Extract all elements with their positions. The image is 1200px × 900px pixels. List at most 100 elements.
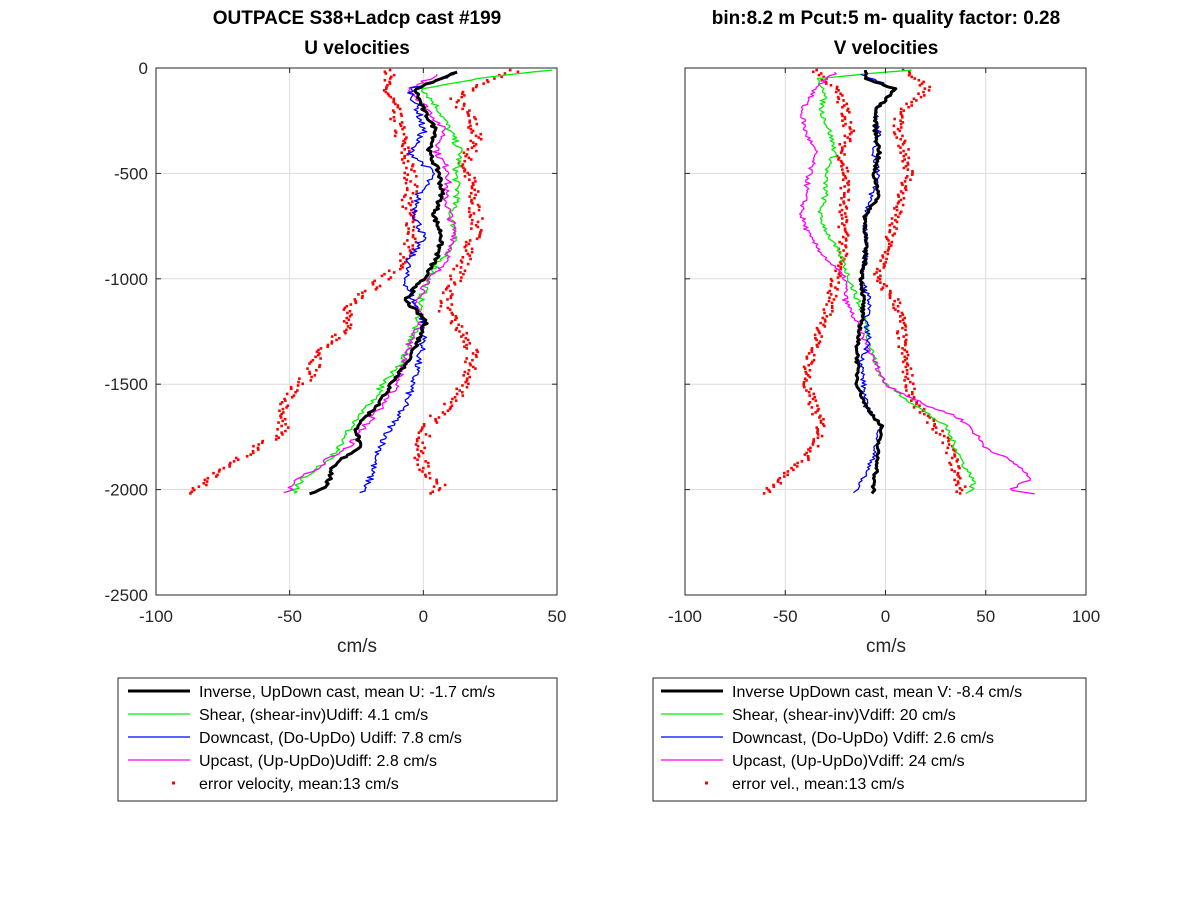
u-error-dot — [460, 335, 463, 338]
v-error-dot — [882, 282, 886, 286]
v-error-dot — [891, 234, 895, 237]
u-error-dot — [394, 131, 398, 134]
v-error-dot — [839, 92, 842, 96]
u-error-dot — [406, 173, 410, 176]
u-error-dot — [445, 286, 449, 289]
v-error-dot — [915, 99, 918, 102]
u-error-dot — [405, 223, 408, 227]
u-error-dot — [387, 269, 391, 273]
v-error-dot — [806, 454, 810, 458]
v-error-dot — [898, 129, 901, 133]
v-error-dot — [897, 195, 900, 198]
u-error-dot — [400, 158, 404, 161]
u-error-dot — [443, 483, 447, 487]
u-error-dot — [438, 487, 442, 490]
v-error-dot — [829, 313, 832, 316]
u-error-dot — [468, 375, 471, 379]
v-error-dot — [896, 202, 900, 205]
v-error-dot — [816, 409, 819, 413]
u-error-dot — [286, 404, 290, 408]
u-error-dot — [461, 384, 464, 387]
u-error-dot — [354, 301, 358, 305]
v-error-dot — [909, 367, 913, 370]
u-error-dot — [461, 394, 465, 397]
v-error-dot — [810, 350, 814, 354]
u-error-dot — [481, 217, 484, 220]
v-error-dot — [835, 85, 839, 89]
v-error-dot — [955, 460, 959, 463]
v-error-dot — [832, 298, 836, 301]
v-x-axis-label: cm/s — [866, 636, 906, 657]
v-error-dot — [811, 443, 815, 446]
u-error-dot — [400, 198, 404, 202]
u-error-dot — [278, 409, 281, 413]
u-error-dot — [396, 105, 400, 109]
u-error-dot — [330, 342, 334, 345]
v-error-dot — [809, 387, 813, 391]
v-error-dot — [923, 412, 926, 416]
v-error-dot — [816, 328, 820, 332]
v-error-dot — [816, 404, 819, 408]
v-error-dot — [953, 449, 957, 453]
u-error-dot — [462, 374, 465, 377]
u-error-dot — [392, 73, 396, 77]
u-error-dot — [308, 372, 312, 375]
v-error-dot — [899, 151, 902, 155]
v-error-dot — [834, 269, 837, 273]
u-error-dot — [478, 234, 481, 237]
v-error-dot — [848, 110, 851, 114]
v-error-dot — [912, 97, 916, 101]
v-error-dot — [900, 181, 904, 185]
v-error-dot — [904, 153, 908, 156]
v-error-dot — [816, 436, 820, 440]
v-error-dot — [899, 112, 903, 116]
v-error-dot — [812, 392, 816, 396]
u-error-dot — [464, 336, 468, 340]
v-error-dot — [911, 392, 914, 396]
u-error-dot — [283, 397, 286, 401]
u-error-dot — [405, 222, 408, 225]
v-error-dot — [810, 406, 814, 409]
u-error-dot — [475, 348, 478, 352]
u-error-dot — [479, 137, 483, 141]
u-inverse-profile-line — [309, 70, 458, 496]
v-error-dot — [899, 126, 903, 129]
v-error-dot — [904, 375, 907, 379]
v-error-dot — [903, 316, 906, 320]
u-error-dot — [348, 326, 352, 330]
v-error-dot — [890, 222, 894, 225]
u-error-dot — [383, 70, 387, 74]
v-error-dot — [917, 78, 921, 82]
u-error-dot — [403, 126, 406, 129]
v-error-dot — [814, 399, 818, 402]
v-error-dot — [824, 80, 828, 84]
u-error-dot — [275, 434, 278, 438]
v-error-dot — [841, 168, 844, 171]
u-error-dot — [400, 121, 404, 124]
v-error-dot — [843, 175, 847, 178]
u-error-dot — [437, 416, 441, 419]
u-error-dot — [468, 342, 472, 345]
u-error-dot — [306, 367, 309, 370]
v-error-dot — [849, 121, 853, 124]
u-error-dot — [446, 306, 450, 310]
u-error-dot — [466, 252, 470, 256]
v-error-dot — [814, 336, 817, 340]
v-error-dot — [786, 470, 790, 473]
v-error-dot — [901, 68, 905, 72]
v-error-dot — [836, 288, 839, 291]
v-error-dot — [842, 193, 846, 197]
u-error-dot — [371, 282, 375, 286]
u-error-dot — [310, 375, 313, 379]
u-error-dot — [462, 151, 466, 155]
u-error-dot — [346, 325, 350, 328]
u-error-dot — [296, 389, 299, 392]
v-error-dot — [776, 480, 780, 483]
v-error-dot — [892, 124, 896, 128]
u-error-dot — [435, 481, 439, 485]
u-error-dot — [461, 163, 465, 166]
v-error-dot — [945, 451, 948, 455]
u-error-dot — [404, 181, 408, 185]
v-error-dot — [821, 316, 825, 320]
u-error-dot — [407, 227, 410, 230]
